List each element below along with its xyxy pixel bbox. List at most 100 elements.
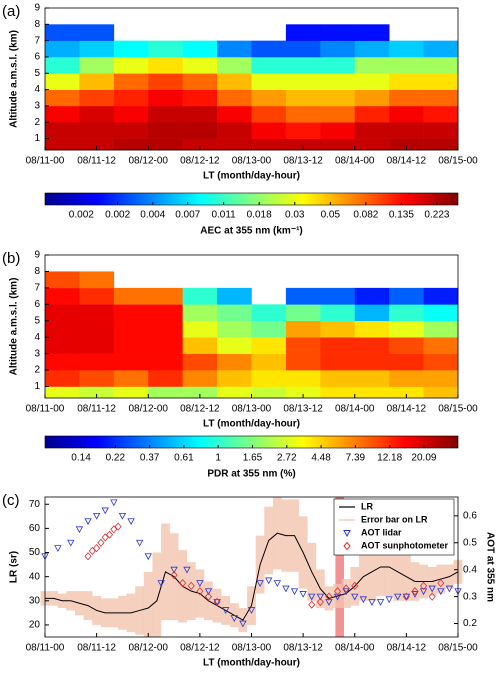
- x-tick-label: 08/11-12: [77, 404, 116, 415]
- x-tick-label: 08/11-00: [26, 156, 65, 167]
- heatmap-cell: [79, 105, 115, 123]
- heatmap-cell: [285, 24, 321, 41]
- heatmap-cell: [217, 337, 252, 354]
- aot-lidar-point: [351, 593, 359, 601]
- heatmap-cell: [423, 73, 459, 90]
- heatmap-cell: [45, 56, 80, 74]
- heatmap-cell: [354, 24, 390, 41]
- heatmap-cell: [79, 40, 115, 58]
- y2-axis-label: AOT at 355 nm: [484, 532, 495, 602]
- heatmap-cell: [251, 370, 287, 387]
- heatmap-cell: [320, 89, 356, 107]
- heatmap-cell: [285, 353, 321, 371]
- x-tick-label: 08/12-12: [180, 156, 220, 167]
- y-tick-label: 2: [34, 117, 40, 128]
- aot-lidar-point: [411, 591, 419, 598]
- aot-lidar-point: [368, 599, 376, 606]
- heatmap-cell: [354, 370, 390, 387]
- heatmap-cell: [148, 320, 183, 338]
- aot-sun-point: [213, 597, 221, 607]
- aot-lidar-point: [239, 620, 247, 628]
- y-tick-label: 60: [29, 523, 41, 534]
- heatmap-cell: [113, 40, 149, 58]
- aot-sun-point: [420, 581, 428, 590]
- x-tick-label: 08/15-00: [438, 156, 478, 167]
- heatmap-cell: [389, 337, 424, 354]
- heatmap-cell: [79, 271, 115, 289]
- aot-lidar-point: [222, 607, 230, 614]
- heatmap-cell: [285, 337, 321, 354]
- y-tick-label: 20: [29, 620, 41, 631]
- heatmap-cell: [251, 89, 287, 107]
- heatmap-cell: [251, 353, 287, 371]
- aot-lidar-point: [144, 553, 152, 561]
- heatmap-cell: [182, 287, 218, 305]
- aot-sun-point: [196, 587, 204, 596]
- aot-lidar-point: [256, 580, 264, 587]
- heatmap-cell: [45, 105, 80, 123]
- heatmap-cell: [389, 320, 424, 338]
- aot-lidar-point: [247, 607, 256, 614]
- legend-box: [333, 498, 455, 556]
- aot-lidar-point: [213, 599, 221, 606]
- heatmap-cell: [45, 89, 80, 107]
- heatmap-cell: [251, 337, 287, 354]
- y-tick-label: 70: [29, 499, 41, 510]
- heatmap-cell: [423, 320, 459, 338]
- heatmap-cell: [113, 386, 149, 399]
- aot-lidar-point: [376, 599, 385, 606]
- y-tick-label: 30: [29, 595, 41, 606]
- heatmap-cell: [354, 138, 390, 151]
- heatmap-cell: [285, 40, 321, 58]
- heatmap-cell: [354, 337, 390, 354]
- aot-lidar-point: [299, 591, 307, 598]
- heatmap-cell: [148, 386, 183, 399]
- heatmap-cell: [182, 122, 218, 139]
- heatmap-cell: [113, 370, 149, 387]
- heatmap-cell: [45, 386, 80, 399]
- heatmap-cell: [113, 89, 149, 107]
- heatmap-cell: [148, 138, 183, 151]
- heatmap-cell: [423, 337, 459, 354]
- x-tick-label: 08/12-00: [129, 156, 169, 167]
- heatmap-cell: [320, 386, 356, 399]
- x-tick-label: 08/11-00: [26, 643, 65, 654]
- x-axis-label: LT (month/day-hour): [203, 171, 300, 182]
- aot-lidar-point: [101, 507, 109, 515]
- panel-label: (c): [2, 492, 20, 509]
- aot-sun-point: [411, 587, 419, 596]
- aot-sun-point: [308, 600, 316, 609]
- aot-sun-point: [428, 592, 436, 601]
- heatmap-cell: [389, 370, 424, 387]
- heatmap-cell: [389, 353, 424, 371]
- heatmap-cell: [79, 370, 115, 387]
- x-tick-label: 08/13-12: [283, 156, 323, 167]
- heatmap-cell: [217, 304, 252, 322]
- aot-lidar-point: [265, 577, 273, 585]
- aot-lidar-point: [127, 518, 135, 526]
- heatmap-cell: [182, 73, 218, 90]
- y2-tick-label: 0.6: [463, 510, 477, 521]
- heatmap-cell: [251, 138, 287, 151]
- y-tick-label: 4: [34, 84, 40, 95]
- heatmap-cell: [354, 89, 390, 107]
- y-tick-label: 7: [34, 35, 40, 46]
- heatmap-cell: [354, 386, 390, 399]
- heatmap-cell: [217, 73, 252, 90]
- heatmap-cell: [285, 105, 321, 123]
- colorbar-tick-label: 0.61: [174, 453, 194, 464]
- heatmap-cell: [45, 353, 80, 371]
- y-tick-label: 6: [34, 299, 40, 310]
- aot-sun-point: [325, 592, 333, 601]
- x-axis-label: LT (month/day-hour): [203, 658, 300, 669]
- heatmap-cell: [182, 304, 218, 322]
- y-tick-label: 8: [34, 19, 40, 30]
- heatmap-cell: [182, 89, 218, 107]
- heatmap-cell: [285, 370, 321, 387]
- heatmap-cell: [285, 89, 321, 107]
- heatmap-cell: [45, 320, 80, 338]
- heatmap-cell: [320, 370, 356, 387]
- heatmap-cell: [320, 337, 356, 354]
- colorbar-tick-label: 0.011: [211, 210, 236, 221]
- x-tick-label: 08/11-12: [77, 156, 116, 167]
